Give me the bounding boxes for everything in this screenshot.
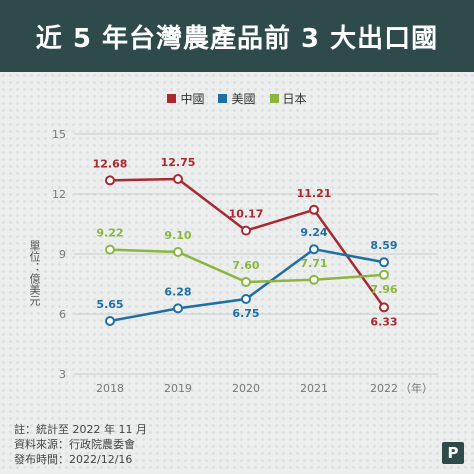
note-data-source: 資料來源：行政院農委會	[14, 438, 135, 451]
data-label-usa-2019: 6.28	[164, 285, 191, 298]
data-label-usa-2018: 5.65	[96, 298, 123, 311]
data-point-china-2022	[379, 302, 389, 313]
data-label-usa-2022: 8.59	[370, 239, 397, 252]
y-tick-label-15: 15	[52, 128, 66, 141]
legend-item-china: 中國	[167, 90, 204, 107]
footnotes: 註：統計至 2022 年 11 月 資料來源：行政院農委會 發布時間：2022/…	[14, 422, 147, 467]
data-point-usa-2021	[309, 244, 319, 255]
data-label-china-2020: 10.17	[229, 208, 264, 221]
legend-swatch-china	[167, 94, 177, 103]
data-label-china-2021: 11.21	[297, 187, 332, 200]
data-point-japan-2019	[173, 247, 183, 257]
x-axis-unit-label: （年）	[400, 381, 433, 395]
legend-label-china: 中國	[180, 92, 205, 106]
data-label-japan-2018: 9.22	[96, 227, 123, 240]
data-label-japan-2021: 7.71	[300, 257, 327, 270]
data-point-japan-2022	[379, 269, 389, 280]
data-point-china-2020	[241, 225, 251, 236]
data-point-china-2019	[173, 174, 183, 184]
data-point-china-2021	[309, 204, 319, 215]
data-point-usa-2018	[105, 316, 115, 326]
brand-logo: P	[442, 442, 464, 464]
legend-item-japan: 日本	[269, 90, 307, 107]
line-chart: 3 6 9 12 15 2018 2019 2020 2021 2022 （年） 12.68 12.75…	[52, 128, 438, 395]
series-line-china	[109, 177, 386, 309]
y-axis-label: 單位：億美元	[28, 240, 41, 306]
data-point-japan-2018	[105, 244, 115, 255]
y-tick-label-9: 9	[59, 248, 66, 261]
data-point-usa-2019	[173, 303, 183, 314]
y-tick-label-12: 12	[52, 188, 66, 201]
x-tick-label-2021: 2021	[300, 382, 328, 395]
data-label-china-2022: 6.33	[370, 315, 397, 328]
x-tick-label-2022: 2022	[370, 382, 398, 395]
note-statistics-period: 註：統計至 2022 年 11 月	[14, 423, 147, 436]
legend-item-usa: 美國	[218, 90, 256, 107]
page-title: 近 5 年台灣農產品前 3 大出口國	[0, 0, 474, 72]
data-label-japan-2022: 7.96	[370, 283, 397, 296]
data-label-japan-2019: 9.10	[164, 229, 191, 242]
y-tick-label-3: 3	[59, 368, 66, 381]
y-tick-label-6: 6	[59, 308, 66, 321]
legend-label-japan: 日本	[282, 92, 307, 106]
world-map-background	[0, 72, 474, 472]
x-tick-label-2019: 2019	[164, 382, 192, 395]
data-point-japan-2021	[309, 274, 319, 285]
legend-label-usa: 美國	[231, 92, 256, 106]
legend-swatch-usa	[218, 94, 228, 103]
note-publish-date: 發布時間：2022/12/16	[14, 453, 133, 466]
data-label-usa-2021: 9.24	[300, 226, 327, 239]
data-label-japan-2020: 7.60	[232, 259, 259, 272]
data-point-japan-2020	[241, 277, 251, 287]
legend-swatch-japan	[269, 94, 279, 103]
x-tick-label-2020: 2020	[232, 382, 260, 395]
chart-legend: 中國 美國 日本	[0, 90, 474, 107]
data-point-usa-2022	[379, 257, 389, 268]
data-point-china-2018	[105, 175, 115, 186]
data-label-usa-2020: 6.75	[232, 307, 259, 320]
x-tick-label-2018: 2018	[96, 382, 124, 395]
data-label-china-2018: 12.68	[93, 157, 128, 170]
data-label-china-2019: 12.75	[161, 156, 196, 169]
data-point-usa-2020	[241, 294, 251, 304]
